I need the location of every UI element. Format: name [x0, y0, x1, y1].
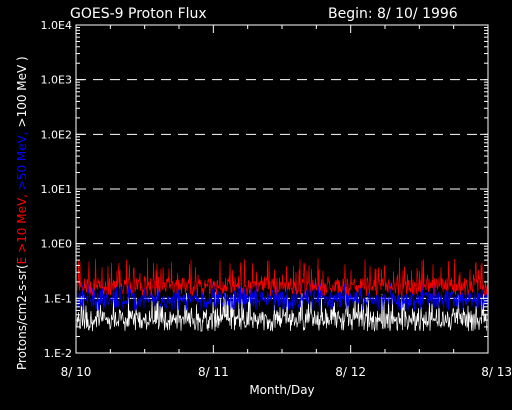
y-tick-label: 1.0E4	[41, 19, 72, 32]
x-axis-label: Month/Day	[249, 383, 314, 397]
y-axis-label-part: E >10 MeV,	[15, 194, 29, 264]
y-tick-label: 1.E-2	[44, 347, 72, 360]
y-tick-label: 1.0E1	[41, 183, 72, 196]
y-axis-ticks: 1.E-2 1.E-1 1.0E0 1.0E1 1.0E2 1.0E3 1.0E4	[41, 19, 488, 360]
series-line	[76, 281, 488, 312]
x-tick-label: 8/ 11	[198, 365, 229, 379]
y-tick-label: 1.0E2	[41, 128, 72, 141]
x-tick-label: 8/ 12	[335, 365, 366, 379]
y-axis-label: Protons/cm2-s-sr(E >10 MeV, >50 MeV, >10…	[15, 56, 29, 370]
y-tick-label: 1.0E0	[41, 238, 72, 251]
y-axis-label-part: >100 MeV )	[15, 56, 29, 131]
y-axis-label-part: >50 MeV,	[15, 131, 29, 194]
chart-title: GOES-9 Proton Flux	[70, 6, 207, 22]
y-tick-label: 1.E-1	[44, 292, 72, 305]
x-tick-label: 8/ 13	[481, 365, 512, 379]
series-line	[76, 292, 488, 332]
begin-date-label: Begin: 8/ 10/ 1996	[328, 6, 458, 22]
y-tick-label: 1.0E3	[41, 74, 72, 87]
series-line	[76, 257, 488, 297]
y-axis-label-part: Protons/cm2-s-sr(	[15, 264, 29, 370]
x-tick-label: 8/ 10	[61, 365, 92, 379]
x-axis-ticks: 8/ 10 8/ 11 8/ 12 8/ 13	[61, 25, 512, 379]
grid-lines	[76, 79, 488, 299]
data-series	[76, 257, 488, 332]
